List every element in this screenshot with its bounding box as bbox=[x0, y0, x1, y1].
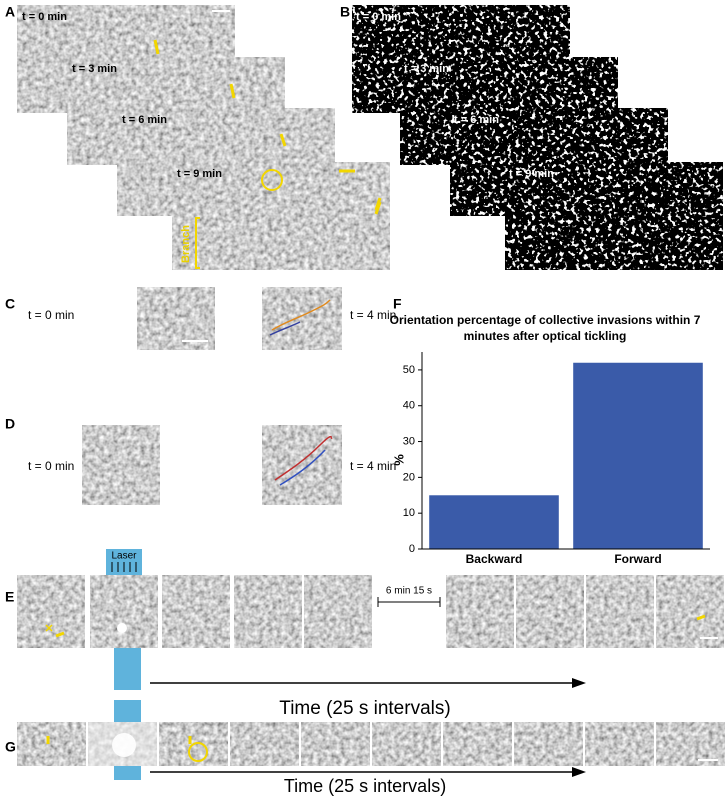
laser-label: Laser bbox=[111, 551, 137, 562]
panel-label: C bbox=[5, 296, 15, 312]
micrograph bbox=[261, 286, 343, 351]
time-label: t = 4 min bbox=[350, 459, 396, 473]
pointer-arrow bbox=[229, 83, 236, 99]
micrograph bbox=[230, 722, 299, 766]
track bbox=[271, 299, 331, 331]
laser-spot bbox=[117, 623, 127, 633]
micrograph bbox=[656, 722, 725, 766]
time-label: t = 6 min bbox=[454, 114, 499, 126]
micrograph bbox=[585, 722, 654, 766]
micrograph bbox=[90, 575, 158, 648]
pointer-arrow bbox=[374, 197, 382, 211]
pointer-arrow bbox=[279, 133, 287, 147]
highlight-circle bbox=[188, 742, 208, 762]
laser-glow bbox=[112, 733, 136, 757]
gap-bar bbox=[377, 597, 441, 607]
time-axis-label: Time (25 s intervals) bbox=[279, 698, 450, 719]
laser-arrows bbox=[111, 562, 137, 572]
micrograph bbox=[586, 575, 654, 648]
pointer-arrow bbox=[696, 614, 706, 621]
bar bbox=[573, 362, 703, 549]
y-tick-label: 30 bbox=[403, 435, 415, 447]
micrograph bbox=[304, 575, 372, 648]
pointer-arrow bbox=[153, 39, 160, 55]
laser-column bbox=[114, 700, 141, 722]
time-axis-label: Time (25 s intervals) bbox=[284, 776, 446, 796]
time-label: t = 9 min bbox=[509, 168, 554, 180]
micrograph bbox=[514, 722, 583, 766]
micrograph bbox=[234, 575, 302, 648]
time-label: t = 0 min bbox=[356, 11, 401, 23]
panel-label: B bbox=[340, 4, 350, 20]
micrograph bbox=[82, 425, 160, 505]
laser-column bbox=[114, 648, 141, 690]
chart-title: Orientation percentage of collective inv… bbox=[389, 313, 701, 343]
time-label: t = 0 min bbox=[28, 459, 74, 473]
y-tick-label: 50 bbox=[403, 364, 415, 376]
micrograph bbox=[261, 424, 343, 506]
micrograph bbox=[656, 575, 724, 648]
panel-label: E bbox=[5, 589, 14, 605]
time-label: t = 0 min bbox=[22, 11, 67, 23]
bar-chart: 0 10 20 30 40 50 Backward Forward% bbox=[391, 352, 710, 566]
panel-label: F bbox=[393, 296, 402, 312]
micrograph bbox=[372, 722, 441, 766]
y-tick-label: 20 bbox=[403, 471, 415, 483]
panel-label: G bbox=[5, 739, 16, 755]
branch-bracket bbox=[195, 217, 200, 269]
time-label: t = 9 min bbox=[177, 168, 222, 180]
y-tick-label: 40 bbox=[403, 400, 415, 412]
micrograph bbox=[516, 575, 584, 648]
branch-label: Branch bbox=[180, 225, 192, 263]
y-tick-label: 0 bbox=[409, 543, 415, 555]
micrographs bbox=[16, 4, 725, 766]
micrograph bbox=[301, 722, 370, 766]
laser-column bbox=[114, 766, 141, 780]
track bbox=[274, 435, 333, 481]
gap-label: 6 min 15 s bbox=[386, 586, 432, 597]
micrograph bbox=[504, 161, 724, 271]
time-label: t = 3 min bbox=[404, 63, 449, 75]
micrograph bbox=[162, 575, 230, 648]
micrograph bbox=[17, 575, 85, 648]
y-tick-label: 10 bbox=[403, 507, 415, 519]
time-label: t = 6 min bbox=[122, 114, 167, 126]
x-tick-label: Forward bbox=[614, 552, 661, 566]
panel-label: D bbox=[5, 416, 15, 432]
bar bbox=[429, 495, 559, 549]
time-label: t = 0 min bbox=[28, 308, 74, 322]
time-label: t = 3 min bbox=[72, 63, 117, 75]
pointer-arrow bbox=[55, 631, 65, 638]
micrograph bbox=[446, 575, 514, 648]
arrowhead bbox=[572, 767, 586, 777]
time-label: t = 4 min bbox=[350, 308, 396, 322]
micrograph bbox=[443, 722, 512, 766]
arrowhead bbox=[572, 678, 586, 688]
micrograph bbox=[137, 287, 215, 350]
highlight-circle bbox=[261, 169, 283, 191]
track bbox=[269, 321, 301, 336]
track bbox=[279, 449, 326, 486]
x-tick-label: Backward bbox=[466, 552, 523, 566]
x-marker bbox=[45, 624, 53, 632]
y-axis-label: % bbox=[391, 454, 406, 466]
micrograph bbox=[17, 722, 86, 766]
panel-label: A bbox=[5, 4, 15, 20]
